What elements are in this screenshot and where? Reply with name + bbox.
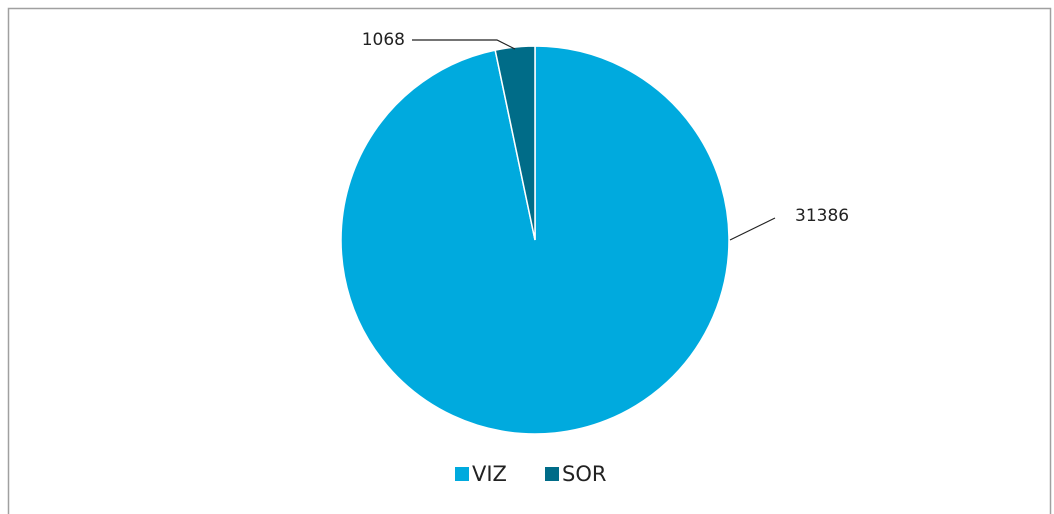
legend-label: VIZ [472, 462, 507, 486]
legend-swatch [455, 467, 469, 481]
data-label: 1068 [362, 30, 405, 50]
leader-line [729, 217, 776, 241]
pie-slice [494, 45, 536, 241]
legend-label: SOR [562, 462, 606, 486]
leader-line [412, 39, 516, 50]
data-label: 31386 [795, 206, 849, 226]
legend: VIZ SOR [455, 462, 606, 486]
legend-swatch [545, 467, 559, 481]
